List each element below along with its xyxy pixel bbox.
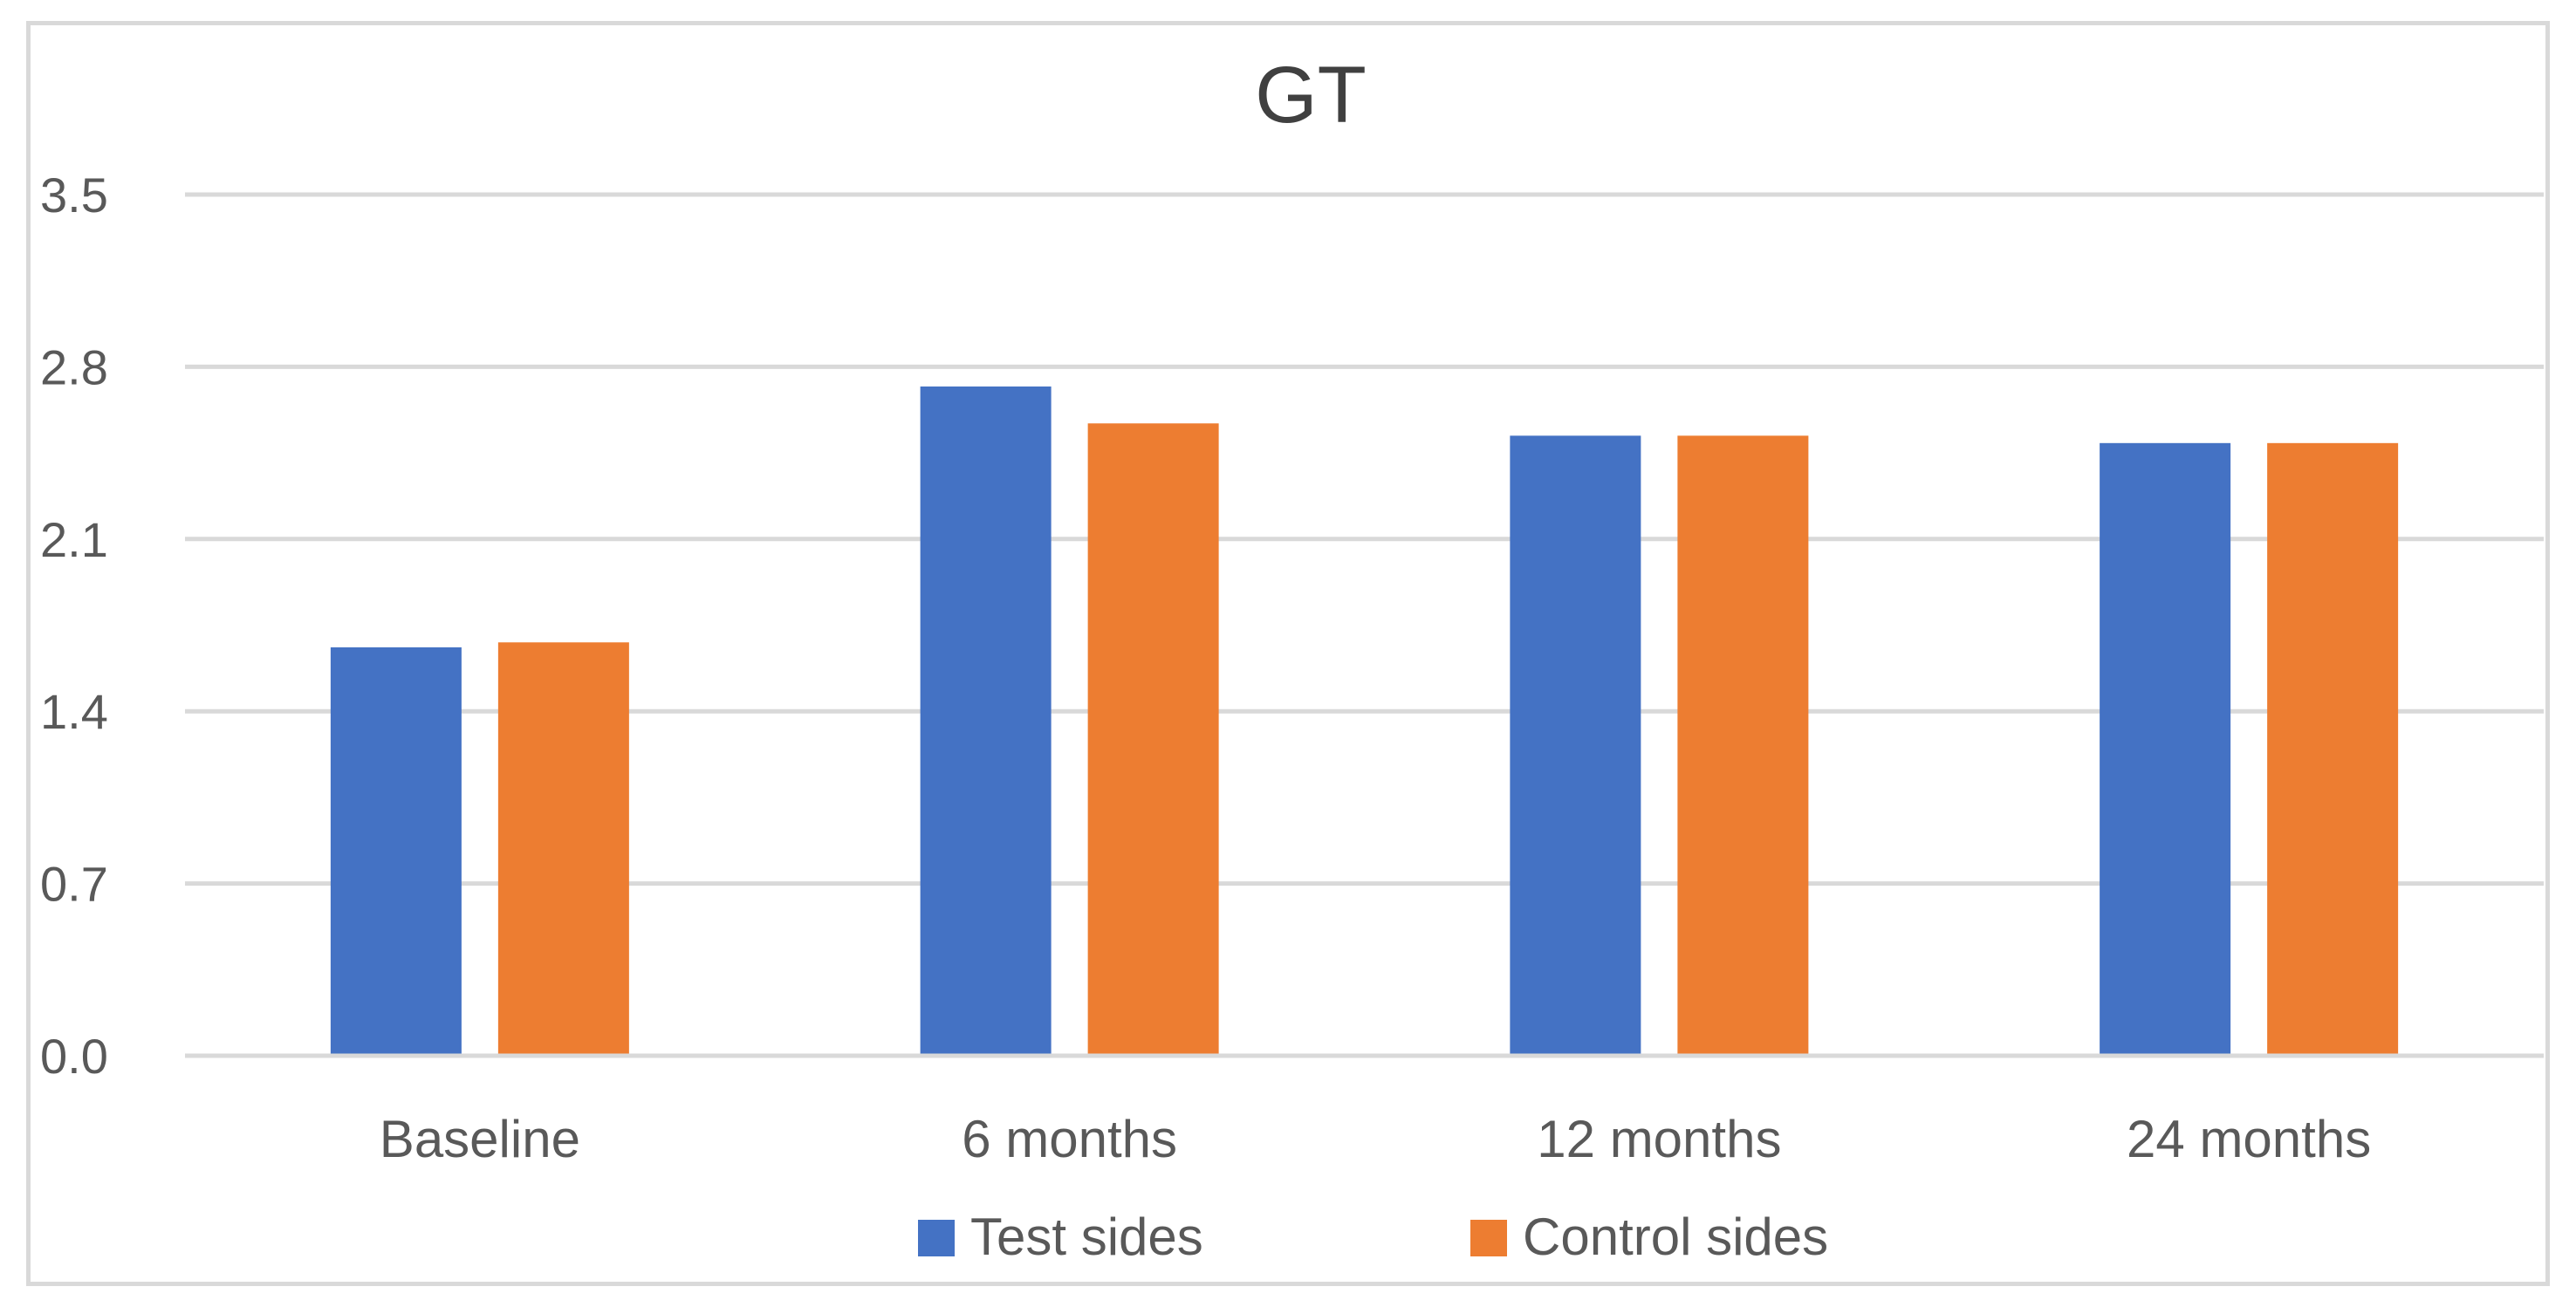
- bars: [185, 386, 2544, 1058]
- bar-control-sides-6-months: [1087, 423, 1219, 1056]
- legend-swatch: [918, 1220, 955, 1256]
- x-category-label: Baseline: [380, 1110, 580, 1168]
- bar-test-sides-baseline: [330, 647, 462, 1056]
- bar-test-sides-12-months: [1510, 435, 1641, 1056]
- bar-control-sides-24-months: [2267, 442, 2399, 1056]
- y-tick-label: 0.7: [40, 857, 108, 912]
- x-axis-categories: Baseline 6 months 12 months 24 months: [380, 1110, 2371, 1168]
- y-tick-label: 3.5: [40, 168, 108, 222]
- legend: Test sides Control sides: [918, 1208, 1828, 1266]
- x-category-label: 12 months: [1537, 1110, 1781, 1168]
- y-tick-label: 0.0: [40, 1029, 108, 1084]
- legend-label: Control sides: [1523, 1208, 1828, 1266]
- y-tick-label: 2.1: [40, 512, 108, 567]
- x-category-label: 24 months: [2127, 1110, 2371, 1168]
- y-axis-ticks: 0.0 0.7 1.4 2.1 2.8 3.5: [40, 168, 108, 1084]
- bar-control-sides-12-months: [1677, 435, 1809, 1056]
- y-tick-label: 1.4: [40, 684, 108, 739]
- y-tick-label: 2.8: [40, 339, 108, 394]
- x-category-label: 6 months: [962, 1110, 1177, 1168]
- legend-swatch: [1470, 1220, 1507, 1256]
- bar-control-sides-baseline: [497, 642, 629, 1056]
- legend-label: Test sides: [970, 1208, 1203, 1266]
- bar-test-sides-6-months: [920, 386, 1052, 1057]
- bar-test-sides-24-months: [2100, 442, 2231, 1056]
- chart-title: GT: [1255, 51, 1367, 140]
